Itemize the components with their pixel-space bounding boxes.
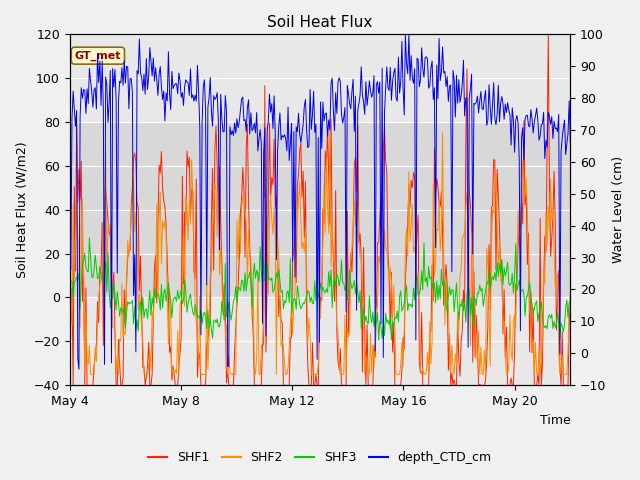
Line: SHF1: SHF1 <box>70 34 570 385</box>
SHF3 <box>527 294 534 300</box>
depth_CTD_cm <box>527 107 534 112</box>
SHF3 <box>106 288 113 294</box>
SHF2 <box>106 228 113 234</box>
depth_CTD_cm <box>405 32 413 37</box>
SHF3 <box>464 285 472 291</box>
SHF1 <box>526 349 534 355</box>
SHF1 <box>545 31 552 37</box>
SHF1 <box>414 212 422 218</box>
SHF3 <box>415 291 423 297</box>
Line: depth_CTD_cm: depth_CTD_cm <box>70 35 570 369</box>
SHF3 <box>566 297 574 303</box>
SHF3 <box>86 235 93 240</box>
SHF1 <box>452 383 460 388</box>
SHF3 <box>66 268 74 274</box>
SHF2 <box>566 312 574 317</box>
depth_CTD_cm <box>66 228 74 234</box>
X-axis label: Time: Time <box>540 414 570 427</box>
Legend: SHF1, SHF2, SHF3, depth_CTD_cm: SHF1, SHF2, SHF3, depth_CTD_cm <box>143 446 497 469</box>
SHF1 <box>69 383 77 388</box>
Bar <box>70 122 570 298</box>
depth_CTD_cm <box>454 100 461 106</box>
Y-axis label: Soil Heat Flux (W/m2): Soil Heat Flux (W/m2) <box>15 141 28 278</box>
SHF3 <box>357 325 365 331</box>
SHF2 <box>454 309 461 315</box>
depth_CTD_cm <box>75 366 83 372</box>
SHF1 <box>106 230 113 236</box>
SHF1 <box>566 294 574 300</box>
Title: Soil Heat Flux: Soil Heat Flux <box>268 15 372 30</box>
depth_CTD_cm <box>106 99 113 105</box>
SHF2 <box>358 289 366 295</box>
SHF2 <box>464 199 472 204</box>
depth_CTD_cm <box>415 84 423 90</box>
depth_CTD_cm <box>566 139 574 145</box>
SHF2 <box>66 323 74 329</box>
SHF3 <box>454 303 461 309</box>
SHF2 <box>527 317 534 323</box>
SHF1 <box>66 277 74 283</box>
Y-axis label: Water Level (cm): Water Level (cm) <box>612 156 625 263</box>
SHF3 <box>375 337 383 343</box>
depth_CTD_cm <box>464 345 472 350</box>
Line: SHF3: SHF3 <box>70 238 570 340</box>
SHF1 <box>463 66 471 72</box>
SHF2 <box>415 300 423 306</box>
SHF2 <box>326 130 333 136</box>
depth_CTD_cm <box>357 64 365 70</box>
SHF1 <box>357 254 365 260</box>
SHF2 <box>81 372 88 377</box>
Text: GT_met: GT_met <box>75 50 121 61</box>
Line: SHF2: SHF2 <box>70 133 570 374</box>
